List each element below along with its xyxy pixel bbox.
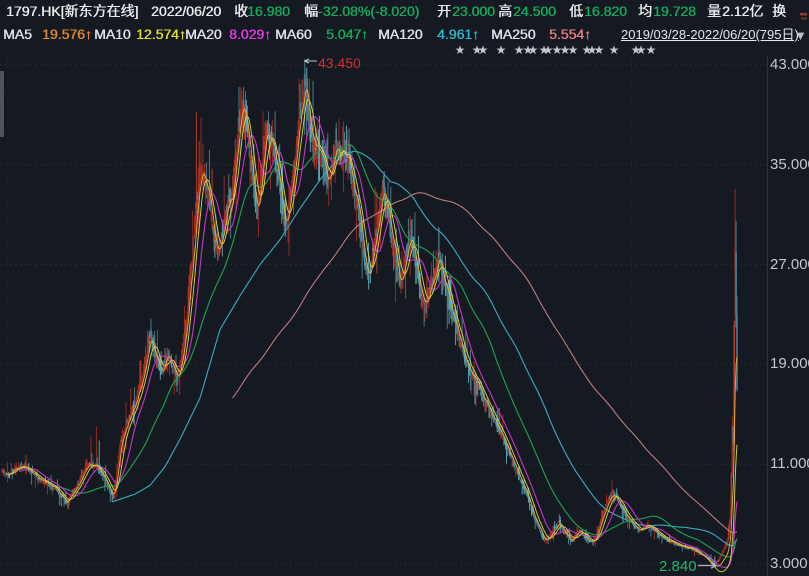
svg-text:★: ★ — [472, 43, 483, 57]
svg-text:★: ★ — [455, 43, 466, 57]
svg-text:★: ★ — [636, 43, 647, 57]
svg-text:★: ★ — [560, 43, 571, 57]
svg-text:★: ★ — [514, 43, 525, 57]
svg-text:★: ★ — [594, 43, 605, 57]
svg-text:★: ★ — [646, 43, 657, 57]
svg-text:★: ★ — [539, 43, 550, 57]
svg-text:★: ★ — [528, 43, 539, 57]
svg-text:★: ★ — [609, 43, 620, 57]
svg-text:★: ★ — [582, 43, 593, 57]
svg-text:★: ★ — [631, 43, 642, 57]
svg-text:★: ★ — [496, 43, 507, 57]
svg-text:★: ★ — [568, 43, 579, 57]
svg-text:★: ★ — [523, 43, 534, 57]
svg-text:★: ★ — [478, 43, 489, 57]
svg-text:★: ★ — [587, 43, 598, 57]
svg-text:★: ★ — [543, 43, 554, 57]
svg-text:★: ★ — [552, 43, 563, 57]
